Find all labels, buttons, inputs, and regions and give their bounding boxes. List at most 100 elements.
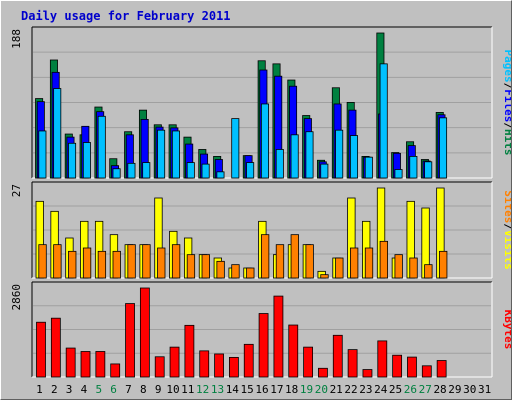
sites-bar xyxy=(350,247,359,279)
kbytes-bar xyxy=(273,295,284,378)
pages-bar xyxy=(171,130,180,179)
sites-bar xyxy=(246,267,255,279)
pages-bar xyxy=(305,131,314,179)
x-axis-day-label: 4 xyxy=(81,383,88,396)
kbytes-bar xyxy=(303,346,313,378)
x-axis-day-label: 11 xyxy=(181,383,194,396)
sites-bar xyxy=(320,274,329,279)
sites-bar xyxy=(38,244,47,279)
kbytes-bar xyxy=(392,354,403,378)
x-axis-day-label: 6 xyxy=(110,383,117,396)
sites-bar xyxy=(364,247,374,279)
sites-bar xyxy=(409,257,418,279)
sites-bar xyxy=(216,260,225,279)
x-axis-day-label: 26 xyxy=(404,383,417,396)
sites-bar xyxy=(379,240,388,279)
legend-entry-kbytes: KBytes xyxy=(502,310,511,350)
sites-bar xyxy=(112,250,121,279)
pages-bar xyxy=(394,169,403,179)
y-axis-max-label: 2860 xyxy=(10,284,23,311)
pages-bar xyxy=(68,142,77,179)
x-axis-day-label: 21 xyxy=(330,383,343,396)
x-axis-day-label: 10 xyxy=(166,383,179,396)
pages-bar xyxy=(127,162,136,179)
sites-bar xyxy=(82,247,92,279)
kbytes-bar xyxy=(139,287,150,378)
kbytes-bar xyxy=(318,367,328,378)
legend-entry-sites: Sites xyxy=(502,190,511,223)
kbytes-bar xyxy=(421,365,432,378)
x-axis-day-label: 23 xyxy=(359,383,372,396)
chart-title: Daily usage for February 2011 xyxy=(21,9,231,23)
sites-bar xyxy=(157,247,166,279)
x-axis-day-label: 27 xyxy=(419,383,432,396)
legend-entry-hits: Hits xyxy=(502,129,511,156)
sites-bar xyxy=(439,250,448,279)
sites-bar xyxy=(394,254,403,279)
sites-bar xyxy=(186,254,196,279)
y-axis-max-label: 27 xyxy=(10,184,23,197)
sites-bar xyxy=(305,244,314,279)
legend-entry-visits: Visits xyxy=(502,230,511,270)
sites-bar xyxy=(290,234,299,279)
x-axis-day-label: 3 xyxy=(66,383,73,396)
sites-bar xyxy=(142,244,151,279)
kbytes-bar xyxy=(154,356,165,378)
pages-bar xyxy=(260,103,269,179)
pages-bar xyxy=(112,168,121,179)
x-axis-day-label: 15 xyxy=(241,383,254,396)
pages-bar xyxy=(142,162,151,179)
pages-bar xyxy=(157,129,166,179)
kbytes-bar xyxy=(169,346,180,378)
kbytes-bar xyxy=(377,340,388,378)
pages-bar xyxy=(379,63,388,179)
kbytes-bar xyxy=(407,356,417,378)
pages-bar xyxy=(364,156,373,179)
x-axis-day-label: 30 xyxy=(463,383,476,396)
pages-bar xyxy=(53,88,62,179)
kbytes-bar xyxy=(125,303,135,378)
x-axis-day-label: 14 xyxy=(226,383,240,396)
kbytes-bar xyxy=(50,317,61,378)
kbytes-bar xyxy=(65,347,76,378)
legend-separator: / xyxy=(502,223,511,230)
pages-bar xyxy=(201,163,210,179)
pages-bar xyxy=(82,142,91,179)
legend-entry-pages: Pages xyxy=(502,50,511,83)
sites-bar xyxy=(97,250,107,279)
x-axis-day-label: 18 xyxy=(285,383,298,396)
y-axis-max-label: 188 xyxy=(10,29,23,49)
x-axis-day-label: 22 xyxy=(344,383,357,396)
kbytes-bar xyxy=(436,360,447,378)
pages-bar xyxy=(335,129,344,179)
kbytes-bar xyxy=(258,313,269,378)
x-axis-day-label: 9 xyxy=(155,383,162,396)
x-axis-day-label: 17 xyxy=(270,383,283,396)
kbytes-bar xyxy=(362,369,373,378)
sites-bar xyxy=(171,244,181,279)
pages-bar xyxy=(186,162,195,179)
x-axis-day-label: 29 xyxy=(448,383,461,396)
pages-bar xyxy=(409,156,418,179)
x-axis-day-label: 5 xyxy=(95,383,102,396)
x-axis-day-label: 12 xyxy=(196,383,209,396)
x-axis-day-label: 1 xyxy=(36,383,43,396)
kbytes-bar xyxy=(80,351,91,378)
pages-bar xyxy=(439,117,448,179)
x-axis-day-label: 25 xyxy=(389,383,402,396)
sites-bar xyxy=(231,264,240,279)
x-axis-day-label: 19 xyxy=(300,383,313,396)
x-axis-day-label: 8 xyxy=(140,383,147,396)
x-axis-day-label: 24 xyxy=(374,383,388,396)
pages-bar xyxy=(350,135,359,179)
legend-separator: / xyxy=(502,122,511,129)
sites-bar xyxy=(424,264,433,279)
pages-bar xyxy=(320,163,329,179)
sites-bar xyxy=(260,234,270,279)
kbytes-bar xyxy=(288,324,299,378)
sites-bar xyxy=(127,244,136,279)
x-axis-day-label: 16 xyxy=(255,383,268,396)
kbytes-bar xyxy=(332,334,343,378)
